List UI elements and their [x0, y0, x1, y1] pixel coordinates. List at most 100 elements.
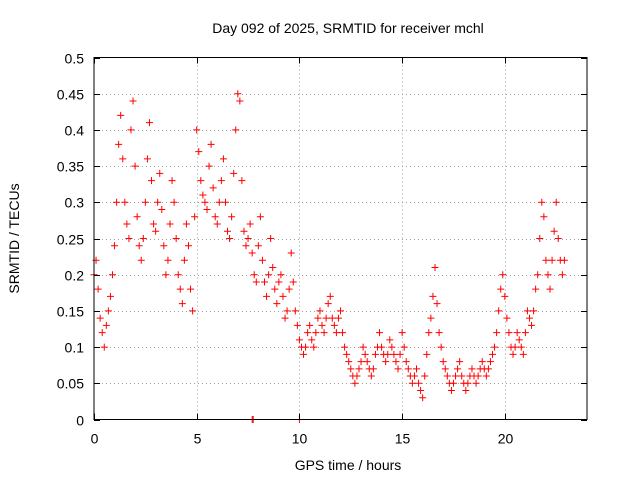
data-point — [558, 271, 566, 279]
data-point — [131, 162, 139, 170]
data-point — [203, 206, 211, 214]
data-point — [417, 387, 425, 395]
data-point — [415, 379, 423, 387]
y-tick-label: 0.5 — [65, 51, 85, 67]
data-point — [343, 350, 351, 358]
y-tick-label: 0.05 — [57, 376, 84, 392]
data-point — [96, 314, 104, 322]
data-point — [145, 119, 153, 127]
data-point — [295, 336, 303, 344]
data-point — [332, 329, 340, 337]
data-point — [484, 365, 492, 373]
data-point — [164, 256, 172, 264]
data-point — [111, 242, 119, 250]
data-point — [402, 358, 410, 366]
data-point — [232, 126, 240, 134]
data-point — [244, 235, 252, 242]
data-point — [119, 155, 127, 163]
data-point — [289, 278, 297, 286]
data-point — [441, 365, 449, 373]
data-point — [219, 155, 227, 163]
data-point — [152, 227, 160, 235]
data-point — [339, 329, 347, 337]
data-point — [515, 336, 523, 344]
data-point — [449, 379, 457, 387]
data-point — [384, 350, 392, 358]
data-point — [495, 307, 503, 315]
x-tick-label: 15 — [395, 431, 411, 447]
data-point — [468, 365, 476, 373]
data-point — [359, 343, 367, 351]
data-point — [435, 329, 443, 337]
data-point — [337, 307, 344, 315]
data-point — [300, 350, 308, 358]
y-axis-ticks: 0 0.05 0.1 0.15 0.2 0.25 0.3 0.35 0.4 0.45 0.5 — [57, 51, 587, 429]
data-point — [182, 220, 190, 228]
data-point — [283, 307, 291, 315]
data-point — [133, 213, 141, 221]
data-point — [176, 285, 184, 293]
data-point — [408, 379, 416, 387]
data-point — [172, 235, 180, 242]
data-point — [121, 198, 129, 206]
data-point — [302, 343, 310, 351]
data-point — [306, 321, 314, 329]
data-point — [431, 263, 439, 271]
x-tick-label: 10 — [292, 431, 308, 447]
data-point — [230, 169, 238, 177]
data-point — [275, 278, 283, 286]
data-point — [238, 177, 246, 185]
data-point — [326, 292, 334, 300]
grid — [94, 57, 587, 420]
data-point — [423, 350, 431, 358]
data-point — [482, 372, 490, 380]
data-point — [258, 256, 266, 264]
data-point — [452, 372, 460, 380]
data-point — [104, 307, 112, 315]
data-point — [425, 329, 433, 337]
data-point — [304, 329, 312, 337]
data-point — [154, 198, 162, 206]
data-point — [205, 162, 213, 170]
data-point — [293, 321, 301, 329]
data-point — [273, 300, 281, 308]
data-point — [361, 350, 369, 358]
data-point — [256, 213, 264, 221]
data-point — [394, 365, 402, 373]
data-point — [199, 191, 207, 199]
data-point — [345, 358, 353, 366]
data-point — [464, 379, 472, 387]
data-point — [150, 220, 158, 228]
data-point — [497, 285, 505, 293]
data-point — [189, 307, 197, 315]
data-point — [115, 140, 123, 148]
data-point — [102, 321, 110, 329]
x-tick-label: 20 — [498, 431, 514, 447]
data-point — [328, 314, 336, 322]
data-point — [312, 329, 320, 337]
data-point — [98, 329, 106, 337]
y-tick-label: 0.3 — [65, 195, 85, 211]
data-point — [376, 329, 384, 337]
data-point — [501, 292, 509, 300]
data-point — [523, 307, 531, 315]
data-point — [530, 307, 538, 315]
data-point — [536, 235, 544, 242]
data-point — [234, 90, 242, 98]
data-point — [135, 242, 143, 250]
data-point — [228, 213, 236, 221]
data-point — [499, 271, 507, 279]
data-point — [320, 329, 328, 337]
data-point — [433, 300, 441, 308]
data-point — [156, 169, 164, 177]
data-point — [252, 278, 260, 286]
y-tick-label: 0.2 — [65, 268, 85, 284]
data-point — [117, 111, 125, 119]
data-point — [458, 372, 466, 380]
data-point — [369, 365, 377, 373]
data-point — [382, 358, 390, 366]
data-point — [421, 372, 429, 380]
data-point — [193, 126, 201, 134]
chart-title: Day 092 of 2025, SRMTID for receiver mch… — [212, 20, 484, 36]
